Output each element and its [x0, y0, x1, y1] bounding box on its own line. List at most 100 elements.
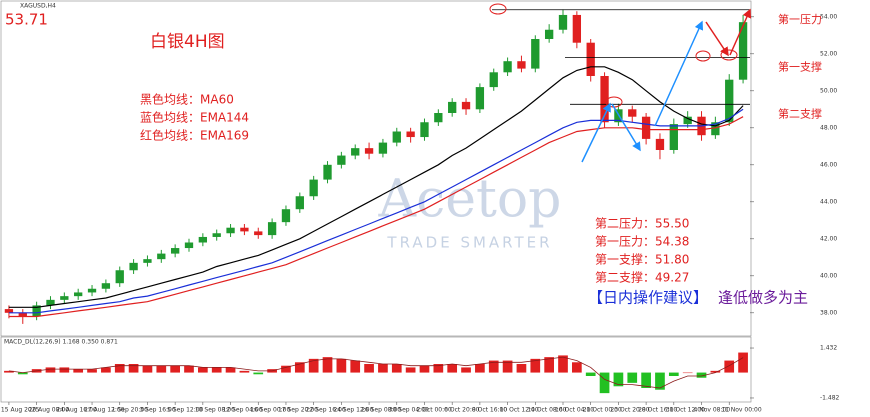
macd-bar	[336, 358, 347, 373]
ma-line	[8, 108, 744, 314]
macd-bar	[184, 365, 194, 373]
macd-bar	[572, 362, 582, 373]
candle-body	[641, 116, 651, 139]
x-tick-label: 12 Sep 04:00	[223, 407, 263, 414]
x-tick-label: 10 Sep 08:00	[195, 407, 235, 414]
annotations	[489, 3, 752, 163]
macd-bar	[308, 358, 319, 373]
macd-bar	[710, 370, 721, 373]
candle-body	[18, 312, 27, 317]
x-tick-label: 20 Aug 08:00	[29, 407, 70, 414]
x-tick-label: 28 Oct 16:00	[638, 407, 677, 414]
candle-body	[240, 227, 249, 232]
candle-body	[281, 209, 291, 223]
arrow	[611, 103, 641, 152]
legend-note: 黑色均线：MA60	[140, 93, 234, 107]
candle-body	[572, 14, 582, 43]
macd-bar	[142, 365, 153, 373]
y-tick-label: 52.00	[820, 50, 837, 57]
candle-body	[267, 222, 277, 236]
macd-bar	[668, 372, 679, 376]
x-tick-label: 26 Sep 08:00	[361, 407, 401, 414]
legend-note: 蓝色均线：EMA144	[140, 111, 249, 125]
macd-bar	[461, 367, 471, 373]
macd-bar	[627, 372, 638, 383]
macd-bar	[378, 364, 388, 373]
candle-body	[517, 61, 526, 69]
macd-bar	[211, 367, 222, 373]
macd-bar	[613, 372, 624, 387]
level-note: 第二压力：55.50	[595, 217, 689, 231]
macd-bar	[253, 372, 264, 375]
arrow	[729, 8, 752, 56]
candle-body	[323, 164, 332, 180]
level-note: 第一压力：54.38	[595, 235, 689, 249]
macd-bar	[59, 367, 70, 373]
macd-bar	[599, 372, 610, 394]
x-tick-label: 24 Aug 16:00	[56, 407, 97, 414]
chart-title: 白银4H图	[150, 32, 225, 52]
candle-body	[337, 155, 346, 165]
candle-body	[46, 299, 55, 306]
candle-body	[295, 196, 304, 210]
candle-body	[503, 61, 512, 73]
x-tick-label: 15 Aug 2025	[1, 407, 40, 414]
macd-bar	[114, 364, 125, 373]
x-tick-label: 31 Oct 12:00	[666, 407, 705, 414]
macd-bar	[558, 355, 568, 373]
x-tick-label: 6 Oct 20:00	[444, 407, 479, 414]
candle-body	[725, 79, 734, 123]
candle-body	[406, 131, 415, 138]
x-tick-label: 22 Sep 16:00	[306, 407, 346, 414]
macd-bar	[4, 370, 14, 373]
ma-line	[8, 116, 744, 318]
macd-bar	[419, 365, 430, 373]
candle-body	[475, 87, 485, 110]
x-tick-label: 27 Aug 12:00	[84, 407, 125, 414]
macd-tick-label: 1.432	[820, 345, 837, 352]
symbol: XAGUSD,H4	[20, 3, 56, 10]
x-tick-label: 1 Sep 20:00	[112, 407, 148, 414]
x-tick-label: 21 Oct 00:00	[583, 407, 622, 414]
macd-bar	[17, 372, 28, 375]
macd-bar	[294, 362, 305, 373]
candle-body	[351, 148, 360, 156]
watermark-logo: Acetop	[378, 170, 562, 230]
x-tick-label: 3 Sep 16:00	[139, 407, 175, 414]
x-tick-label: 16 Sep 00:00	[250, 407, 290, 414]
arrow	[705, 21, 729, 57]
macd-bar	[364, 364, 374, 373]
y-tick-label: 38.00	[820, 309, 837, 316]
level-note: 第二支撑：49.27	[595, 270, 689, 285]
watermark-tagline: TRADE SMARTER	[386, 234, 552, 252]
candle-body	[489, 72, 498, 88]
y-tick-label: 48.00	[820, 124, 837, 131]
candle-body	[74, 292, 83, 297]
macd-bar	[738, 352, 748, 373]
y-tick-label: 40.00	[820, 272, 837, 279]
legend-note: 红色均线：EMA169	[140, 128, 249, 143]
x-tick-label: 14 Oct 08:00	[527, 407, 566, 414]
candle-body	[32, 305, 41, 317]
indicator-title: MACD_DL(12,26,9) 1.168 0.350 0.871	[4, 339, 118, 346]
candle-body	[738, 22, 748, 80]
macd-bar	[530, 358, 541, 373]
macd-bar	[198, 367, 208, 373]
macd-bar	[225, 367, 236, 373]
price-label: 53.71	[5, 11, 48, 29]
candle-body	[378, 142, 388, 154]
candle-body	[544, 29, 554, 39]
candle-body	[157, 253, 166, 260]
x-tick-label: 8 Oct 16:00	[472, 407, 507, 414]
candle-body	[364, 148, 374, 154]
advice-label: 【日内操作建议】	[588, 289, 708, 307]
macd-signal	[8, 356, 744, 389]
candle-body	[531, 39, 540, 69]
candle-body	[434, 113, 443, 123]
y-tick-label: 50.00	[820, 87, 837, 94]
macd-tick-label: -1.482	[820, 394, 840, 401]
x-tick-label: 2 Oct 00:00	[416, 407, 451, 414]
level-note: 第一支撑：51.80	[595, 252, 689, 267]
candle-body	[392, 131, 401, 143]
